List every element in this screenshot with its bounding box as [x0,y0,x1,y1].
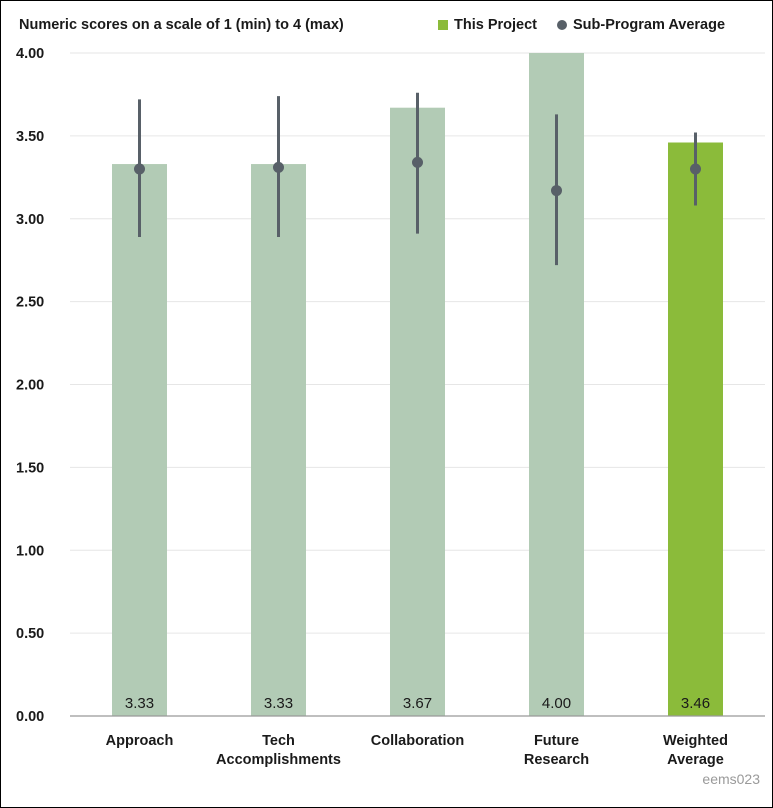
average-point [551,185,562,197]
legend-item-sub-program-average: Sub-Program Average [557,17,725,33]
x-tick-label: Approach [106,733,174,749]
y-tick-label: 1.00 [16,543,44,559]
average-point [690,163,701,175]
bar [668,142,723,716]
legend-item-this-project: This Project [438,17,537,33]
y-tick-label: 1.50 [16,460,44,476]
x-tick-label: Weighted Average [663,733,728,768]
watermark-id: eems023 [702,771,760,787]
data-label: 4.00 [542,695,571,712]
y-tick-label: 3.50 [16,129,44,145]
bar [112,164,167,717]
chart-subtitle: Numeric scores on a scale of 1 (min) to … [19,17,344,33]
legend-label-sub-program-average: Sub-Program Average [573,17,726,33]
x-tick-label: Future Research [524,733,589,768]
legend-swatch-dot-icon [557,20,567,30]
y-tick-label: 2.00 [16,378,44,394]
y-tick-label: 2.50 [16,295,44,311]
average-point [412,156,423,168]
chart-legend: This Project Sub-Program Average [438,17,725,33]
data-label: 3.33 [125,695,154,712]
y-tick-label: 3.00 [16,212,44,228]
y-tick-label: 4.00 [16,46,44,62]
average-point [273,161,284,173]
data-label: 3.33 [264,695,293,712]
legend-swatch-square-icon [438,20,448,30]
x-tick-label: Tech Accomplishments [216,733,341,768]
y-tick-label: 0.00 [16,709,44,725]
bar [251,164,306,717]
data-label: 3.46 [681,695,710,712]
average-point [134,163,145,175]
data-label: 3.67 [403,695,432,712]
y-tick-label: 0.50 [16,626,44,642]
x-tick-label: Collaboration [371,733,464,749]
legend-label-this-project: This Project [454,17,537,33]
